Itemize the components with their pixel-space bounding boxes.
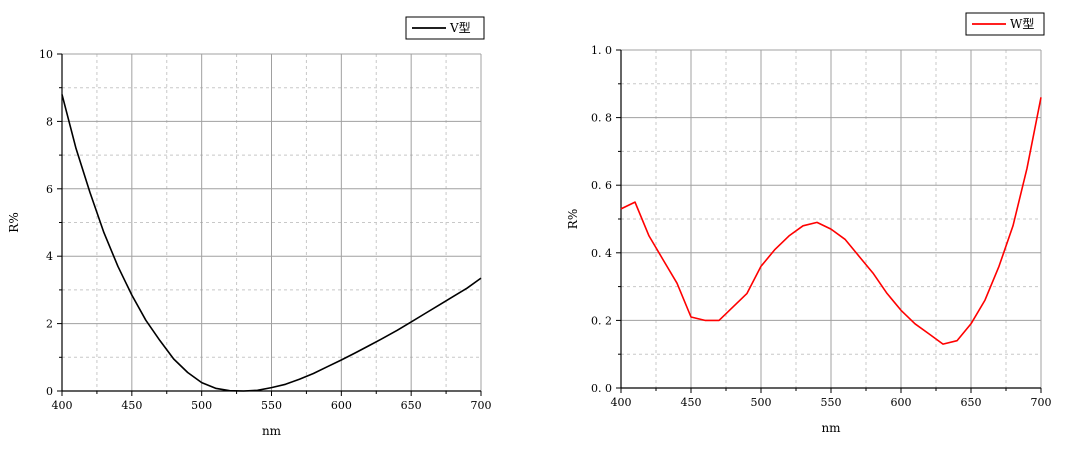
x-tick-label: 450: [681, 396, 702, 409]
legend: W型: [965, 12, 1045, 36]
y-tick-label: 0. 4: [591, 247, 612, 260]
y-tick-label: 1. 0: [591, 44, 612, 57]
x-tick-label: 400: [52, 399, 73, 412]
x-tick-label: 700: [1031, 396, 1052, 409]
x-tick-label: 600: [331, 399, 352, 412]
y-tick-label: 0: [46, 385, 53, 398]
x-tick-label: 550: [821, 396, 842, 409]
y-tick-label: 2: [46, 318, 53, 331]
x-tick-label: 600: [891, 396, 912, 409]
series-line-V型: [61, 94, 482, 392]
x-tick-label: 500: [751, 396, 772, 409]
x-axis-label: nm: [821, 421, 841, 435]
y-tick-label: 0. 6: [591, 179, 612, 192]
x-tick-label: 550: [261, 399, 282, 412]
x-tick-label: 650: [961, 396, 982, 409]
x-tick-label: 650: [401, 399, 422, 412]
x-tick-label: 450: [121, 399, 142, 412]
y-tick-label: 0. 0: [591, 382, 612, 395]
x-tick-label: 500: [191, 399, 212, 412]
series-line-W型: [620, 97, 1042, 345]
chart-1: 400 450 500 550 600 650 700 0 2 4 6 8 10 nm R% V型: [7, 16, 492, 438]
y-tick-label: 0. 2: [591, 314, 612, 327]
y-tick-label: 6: [46, 183, 53, 196]
y-axis-label: R%: [566, 209, 580, 229]
legend-label: V型: [449, 21, 471, 35]
x-tick-label: 400: [611, 396, 632, 409]
legend-label: W型: [1010, 17, 1034, 31]
y-tick-label: 8: [46, 115, 53, 128]
chart-2: 400 450 500 550 600 650 700 0. 0 0. 2 0. 4 0. 6 0. …: [566, 12, 1052, 435]
y-axis-label: R%: [7, 212, 21, 232]
y-tick-label: 4: [46, 250, 53, 263]
y-tick-label: 10: [39, 48, 53, 61]
x-tick-label: 700: [471, 399, 492, 412]
x-axis-label: nm: [262, 424, 282, 438]
y-tick-label: 0. 8: [591, 112, 612, 125]
legend: V型: [405, 16, 485, 40]
